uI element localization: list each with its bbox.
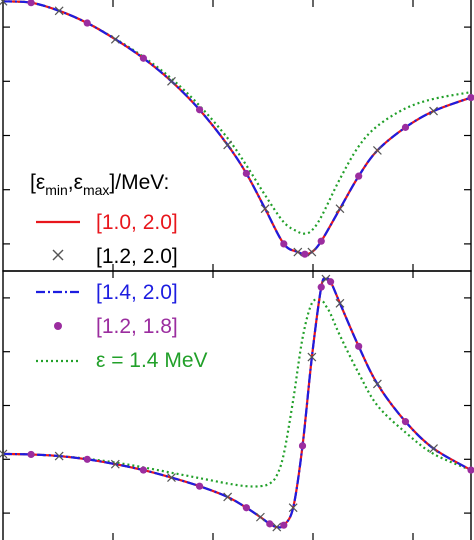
- top-cross-marker: [293, 247, 303, 257]
- top-dot-marker: [467, 93, 474, 102]
- bottom-dot-marker: [355, 342, 363, 350]
- bottom-dot-marker: [298, 442, 307, 450]
- top-dot-marker: [195, 106, 204, 114]
- legend-label-1: [1.0, 2.0]: [96, 211, 178, 234]
- top-series-3-markers: [27, 0, 474, 258]
- top-dot-marker: [355, 172, 363, 180]
- bottom-dot-marker: [327, 278, 335, 286]
- top-dot-marker: [317, 237, 325, 245]
- bottom-series-line-2: [2, 277, 472, 529]
- bottom-cross-marker: [372, 379, 382, 389]
- legend-swatch-gray-cross: [52, 249, 64, 261]
- bottom-series-1-markers: [0, 274, 438, 532]
- top-cross-marker: [372, 145, 382, 155]
- top-dot-marker: [242, 169, 250, 178]
- bottom-cross-marker: [335, 298, 345, 308]
- bottom-series-line-4: [2, 298, 472, 488]
- top-cross-marker: [167, 76, 176, 86]
- top-series-line-2: [2, 0, 472, 256]
- top-cross-marker: [54, 6, 64, 16]
- bottom-dot-marker: [280, 521, 288, 529]
- bottom-panel-frame: [2, 270, 472, 540]
- top-dot-marker: [280, 240, 288, 248]
- bottom-cross-marker: [54, 451, 64, 461]
- legend-label-4: [1.2, 1.8]: [96, 315, 178, 338]
- legend-header-min: min: [45, 182, 68, 198]
- top-dot-marker: [401, 123, 410, 131]
- bottom-cross-marker: [429, 444, 438, 453]
- top-cross-marker: [110, 34, 120, 44]
- bottom-cross-marker: [307, 352, 317, 362]
- top-series-line-4: [2, 0, 472, 235]
- top-series-line-0: [2, 0, 472, 256]
- legend-header-prefix: [ε: [30, 171, 45, 194]
- bottom-dot-marker: [242, 504, 250, 512]
- tick-marks: [3, 0, 471, 540]
- bottom-dot-marker: [401, 418, 410, 426]
- bottom-cross-marker: [167, 473, 176, 483]
- bottom-dot-marker: [27, 450, 35, 459]
- top-dot-marker: [27, 0, 35, 7]
- legend-label-2: [1.2, 2.0]: [96, 245, 178, 268]
- bottom-series-3-markers: [27, 278, 474, 529]
- legend-swatch-purple-dot: [54, 322, 62, 330]
- top-cross-marker: [307, 247, 317, 257]
- bottom-cross-marker: [288, 503, 298, 513]
- legend-header-suffix: ]/MeV:: [109, 171, 169, 194]
- bottom-series-line-0: [2, 277, 472, 529]
- top-panel-plot: [0, 0, 474, 258]
- bottom-cross-marker: [223, 492, 233, 502]
- top-dot-marker: [139, 54, 147, 62]
- bottom-cross-marker: [272, 522, 282, 532]
- bottom-dot-marker: [317, 283, 325, 291]
- bottom-dot-marker: [83, 455, 91, 463]
- legend-header-sep: ,ε: [68, 171, 83, 194]
- bottom-cross-marker: [0, 449, 8, 459]
- bottom-panel-plot: [0, 274, 474, 532]
- top-dot-marker: [301, 250, 309, 258]
- bottom-dot-marker: [266, 520, 274, 528]
- bottom-dot-marker: [139, 466, 147, 474]
- legend-label-5: ε = 1.4 MeV: [96, 349, 208, 372]
- legend: [εmin,εmax]/MeV: [1.0, 2.0] [1.2, 2.0] […: [30, 171, 208, 372]
- legend-label-3: [1.4, 2.0]: [96, 281, 178, 304]
- bottom-dot-marker: [467, 466, 474, 474]
- bottom-cross-marker: [255, 512, 265, 522]
- top-cross-marker: [429, 106, 438, 116]
- top-cross-marker: [223, 140, 233, 150]
- top-cross-marker: [335, 204, 345, 214]
- top-panel-frame: [2, 0, 472, 272]
- bottom-cross-marker: [110, 459, 120, 469]
- top-series-1-markers: [0, 0, 438, 257]
- top-dot-marker: [83, 19, 91, 27]
- bottom-dot-marker: [195, 482, 204, 490]
- legend-header-max: max: [83, 182, 109, 198]
- legend-header: [εmin,εmax]/MeV:: [30, 171, 169, 198]
- top-cross-marker: [0, 0, 8, 6]
- top-cross-marker: [260, 204, 270, 214]
